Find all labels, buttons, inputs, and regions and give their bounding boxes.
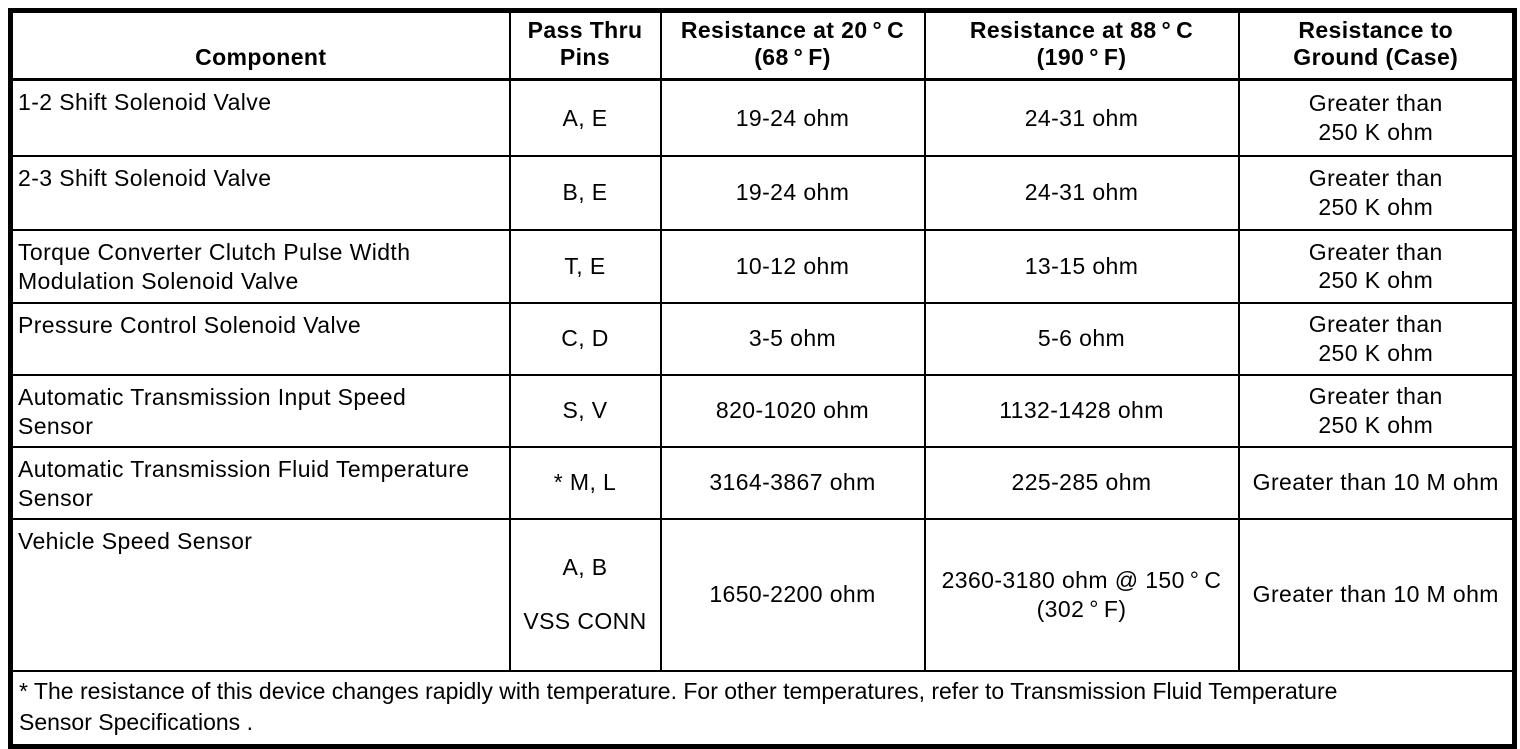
cell-component: 1-2 Shift Solenoid Valve	[9, 78, 511, 157]
cell-component: Vehicle Speed Sensor	[9, 517, 511, 672]
cell-component: Torque Converter Clutch Pulse Width Modu…	[9, 228, 511, 304]
cell-resistance-20c: 820-1020 ohm	[659, 373, 926, 448]
table-row: Pressure Control Solenoid Valve C, D 3-5…	[9, 301, 1516, 376]
cell-resistance-20c: 3-5 ohm	[659, 301, 926, 376]
cell-resistance-ground: Greater than 250 K ohm	[1237, 228, 1516, 304]
cell-pins: T, E	[508, 228, 662, 304]
cell-pins: * M, L	[508, 445, 662, 520]
cell-component: 2-3 Shift Solenoid Valve	[9, 154, 511, 231]
cell-pins: B, E	[508, 154, 662, 231]
col-header-resistance-ground: Resistance to Ground (Case)	[1237, 9, 1516, 82]
cell-component: Pressure Control Solenoid Valve	[9, 301, 511, 376]
table-row: Automatic Transmission Fluid Temperature…	[9, 445, 1516, 520]
cell-resistance-ground: Greater than 250 K ohm	[1237, 301, 1516, 376]
cell-resistance-20c: 1650-2200 ohm	[659, 517, 926, 672]
header-row: Component Pass Thru Pins Resistance at 2…	[9, 9, 1516, 82]
cell-resistance-88c: 5-6 ohm	[923, 301, 1240, 376]
pins-split-container: A, B VSS CONN	[512, 547, 659, 643]
col-header-resistance-88c: Resistance at 88 ° C (190 ° F)	[923, 9, 1240, 82]
cell-pins: C, D	[508, 301, 662, 376]
table-footnote: * The resistance of this device changes …	[9, 669, 1516, 748]
cell-resistance-88c: 2360-3180 ohm @ 150 ° C (302 ° F)	[923, 517, 1240, 672]
cell-component: Automatic Transmission Fluid Temperature…	[9, 445, 511, 520]
cell-resistance-ground: Greater than 250 K ohm	[1237, 154, 1516, 231]
cell-resistance-20c: 19-24 ohm	[659, 154, 926, 231]
cell-resistance-ground: Greater than 250 K ohm	[1237, 78, 1516, 157]
cell-pins: A, B VSS CONN	[508, 517, 662, 672]
cell-resistance-20c: 19-24 ohm	[659, 78, 926, 157]
cell-pins: A, E	[508, 78, 662, 157]
cell-resistance-ground: Greater than 10 M ohm	[1237, 517, 1516, 672]
table-row: 2-3 Shift Solenoid Valve B, E 19-24 ohm …	[9, 154, 1516, 231]
pins-value: A, B	[562, 553, 608, 580]
footnote-row: * The resistance of this device changes …	[9, 669, 1516, 748]
cell-resistance-20c: 3164-3867 ohm	[659, 445, 926, 520]
cell-resistance-88c: 24-31 ohm	[923, 78, 1240, 157]
table-body: 1-2 Shift Solenoid Valve A, E 19-24 ohm …	[9, 78, 1516, 748]
table-row: Automatic Transmission Input Speed Senso…	[9, 373, 1516, 448]
table-row: Torque Converter Clutch Pulse Width Modu…	[9, 228, 1516, 304]
cell-resistance-88c: 24-31 ohm	[923, 154, 1240, 231]
col-header-pass-thru-pins: Pass Thru Pins	[508, 9, 662, 82]
cell-resistance-20c: 10-12 ohm	[659, 228, 926, 304]
cell-resistance-88c: 13-15 ohm	[923, 228, 1240, 304]
cell-component: Automatic Transmission Input Speed Senso…	[9, 373, 511, 448]
component-resistance-spec-page: Component Pass Thru Pins Resistance at 2…	[8, 8, 1517, 749]
table-row: 1-2 Shift Solenoid Valve A, E 19-24 ohm …	[9, 78, 1516, 157]
cell-resistance-ground: Greater than 10 M ohm	[1237, 445, 1516, 520]
cell-pins: S, V	[508, 373, 662, 448]
cell-resistance-88c: 225-285 ohm	[923, 445, 1240, 520]
col-header-component: Component	[9, 9, 511, 82]
col-header-resistance-20c: Resistance at 20 ° C (68 ° F)	[659, 9, 926, 82]
cell-resistance-ground: Greater than 250 K ohm	[1237, 373, 1516, 448]
table-header: Component Pass Thru Pins Resistance at 2…	[9, 9, 1516, 82]
pins-connector-note: VSS CONN	[523, 607, 647, 634]
cell-resistance-88c: 1132-1428 ohm	[923, 373, 1240, 448]
component-resistance-table: Component Pass Thru Pins Resistance at 2…	[8, 8, 1517, 749]
table-row: Vehicle Speed Sensor A, B VSS CONN 1650-…	[9, 517, 1516, 672]
